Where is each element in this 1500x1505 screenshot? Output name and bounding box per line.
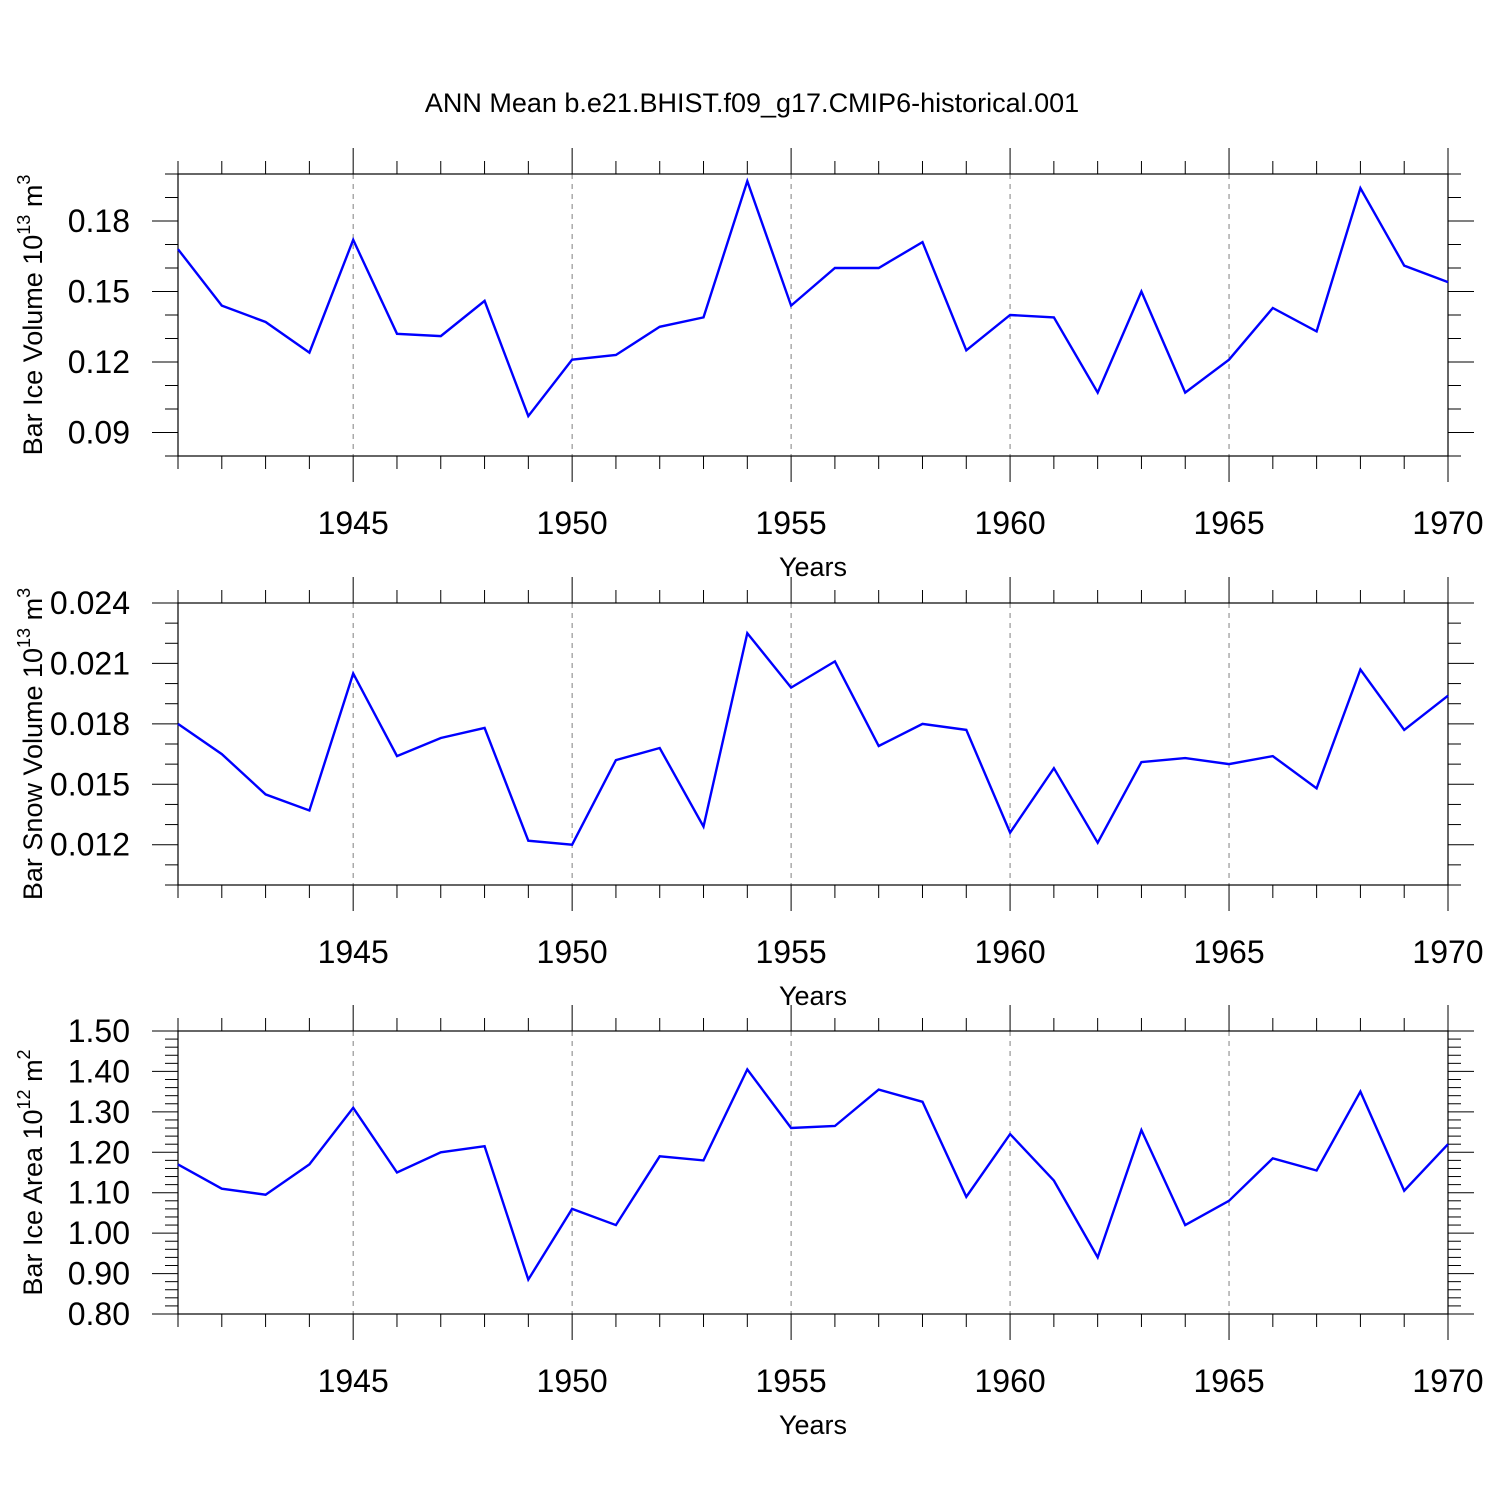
y-tick-label: 1.10	[68, 1175, 130, 1211]
panel-2: 1945 1950 1955 1960 1965 1970 0.012 0.015 0.018 0…	[14, 577, 1484, 1011]
y-tick-label: 0.15	[68, 274, 130, 310]
series-line	[177, 1067, 1449, 1283]
y-tick-label: 0.024	[50, 585, 130, 621]
y-axis-title: Bar Ice Volume 1013 m3	[14, 175, 48, 456]
y-tick-label: 0.018	[50, 706, 130, 742]
y-tick-label: 1.40	[68, 1053, 130, 1089]
x-tick-label: 1945	[318, 1363, 389, 1399]
y-axis-title: Bar Ice Area 1012 m2	[14, 1049, 48, 1295]
x-tick-label: 1965	[1193, 934, 1264, 970]
x-tick-label: 1955	[756, 934, 827, 970]
y-tick-label: 0.09	[68, 415, 130, 451]
x-tick-label: 1970	[1412, 505, 1483, 541]
x-tick-label: 1945	[318, 934, 389, 970]
x-axis-title: Years	[779, 552, 847, 582]
x-tick-label: 1970	[1412, 934, 1483, 970]
y-tick-label: 0.021	[50, 645, 130, 681]
y-axis-title: Bar Snow Volume 1013 m3	[14, 588, 48, 900]
chart-title: ANN Mean b.e21.BHIST.f09_g17.CMIP6-histo…	[425, 88, 1079, 118]
y-tick-label: 1.30	[68, 1094, 130, 1130]
y-tick-label: 0.80	[68, 1296, 130, 1332]
x-tick-label: 1970	[1412, 1363, 1483, 1399]
plot-frame	[177, 173, 1449, 457]
x-tick-label: 1965	[1193, 505, 1264, 541]
x-tick-label: 1960	[974, 1363, 1045, 1399]
x-tick-label: 1955	[756, 1363, 827, 1399]
y-tick-label: 1.00	[68, 1215, 130, 1251]
x-tick-label: 1965	[1193, 1363, 1264, 1399]
x-tick-label: 1950	[537, 1363, 608, 1399]
x-tick-label: 1950	[537, 505, 608, 541]
plot-frame	[177, 1030, 1449, 1315]
y-tick-label: 0.12	[68, 344, 130, 380]
x-tick-label: 1960	[974, 505, 1045, 541]
y-tick-label: 0.012	[50, 827, 130, 863]
plot-frame	[177, 602, 1449, 886]
x-tick-label: 1950	[537, 934, 608, 970]
x-tick-label: 1955	[756, 505, 827, 541]
y-tick-label: 0.015	[50, 766, 130, 802]
x-axis-title: Years	[779, 981, 847, 1011]
x-tick-label: 1945	[318, 505, 389, 541]
y-tick-label: 1.50	[68, 1013, 130, 1049]
panel-3: 1945 1950 1955 1960 1965 1970 0.80 0.90 1.00 1.10…	[14, 1005, 1484, 1440]
series-line	[177, 630, 1449, 846]
y-tick-label: 1.20	[68, 1134, 130, 1170]
panel-1: 1945 1950 1955 1960 1965 1970 0.09 0.12 0.15 0.18…	[14, 148, 1484, 582]
y-tick-label: 0.18	[68, 203, 130, 239]
series-line	[177, 177, 1449, 419]
x-axis-title: Years	[779, 1410, 847, 1440]
x-tick-label: 1960	[974, 934, 1045, 970]
y-tick-label: 0.90	[68, 1256, 130, 1292]
